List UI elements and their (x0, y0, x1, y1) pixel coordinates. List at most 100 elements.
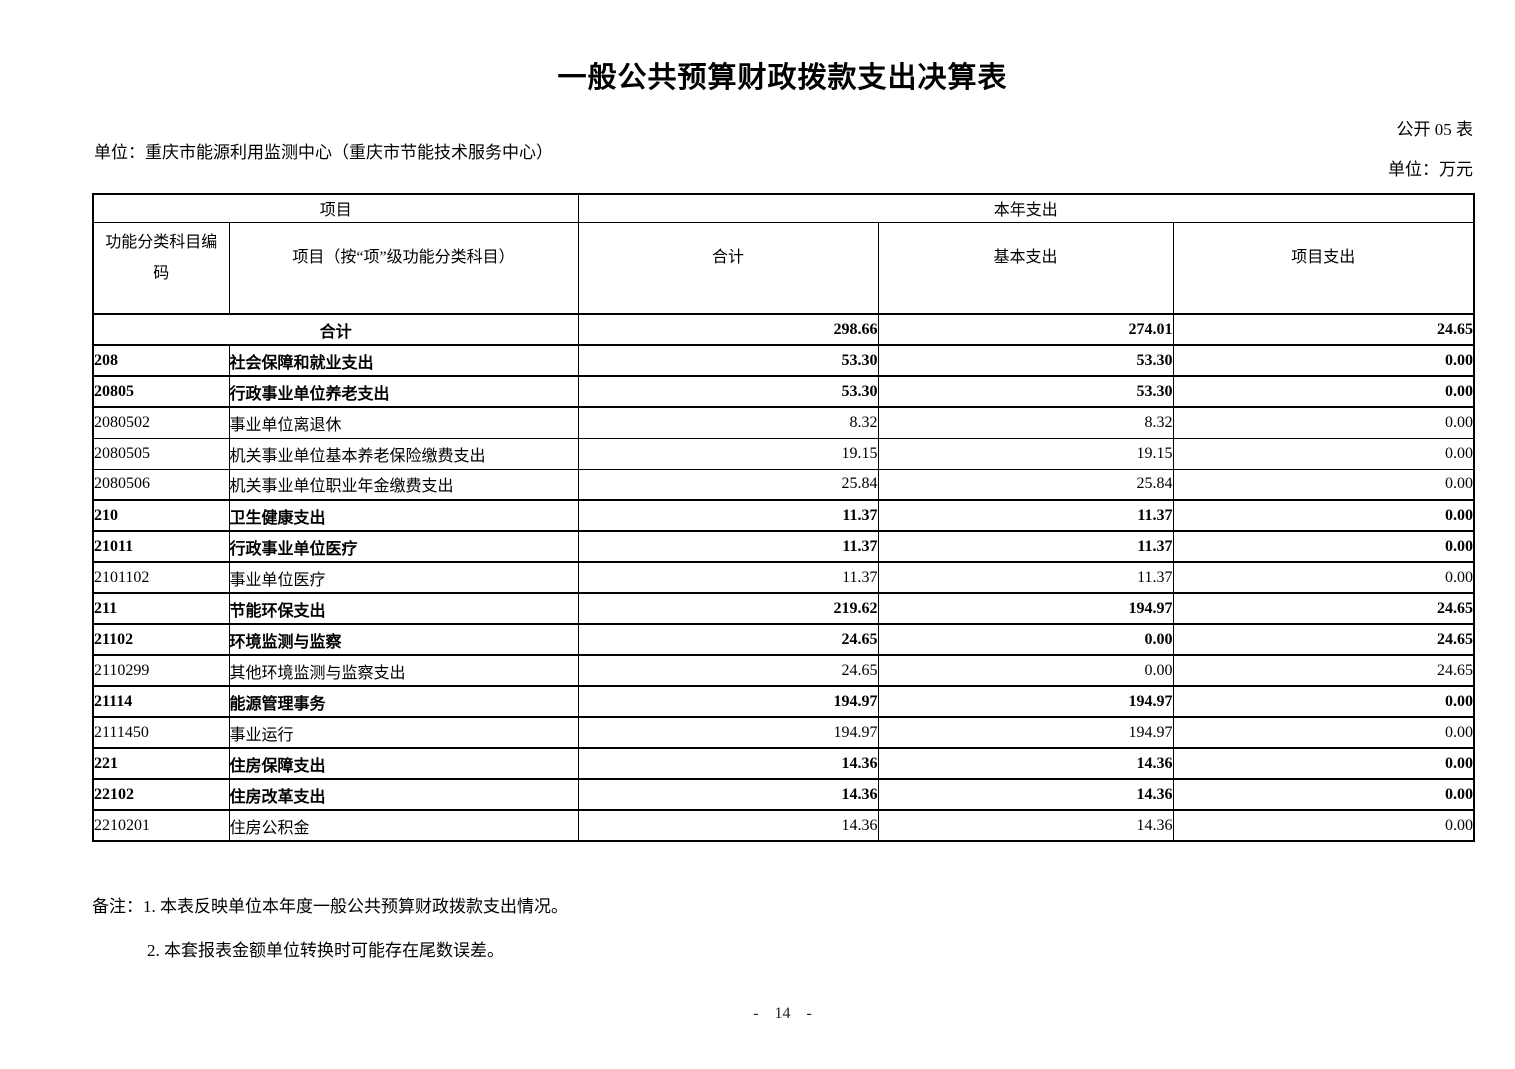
table-row: 210 卫生健康支出 11.37 11.37 0.00 (92, 499, 1475, 532)
row-total: 194.97 (577, 716, 879, 749)
table-row: 合计 298.66 274.01 24.65 (92, 313, 1475, 346)
reporting-unit-label: 单位：重庆市能源利用监测中心（重庆市节能技术服务中心） (94, 143, 553, 162)
row-code: 21102 (92, 623, 230, 656)
row-project: 24.65 (1172, 654, 1475, 687)
row-project: 0.00 (1172, 437, 1475, 470)
note-line-1: 备注：1. 本表反映单位本年度一般公共预算财政拨款支出情况。 (92, 892, 568, 917)
notes-block: 备注：1. 本表反映单位本年度一般公共预算财政拨款支出情况。 2. 本套报表金额… (92, 892, 568, 961)
table-body: 合计 298.66 274.01 24.65 208 社会保障和就业支出 53.30 53.3… (92, 313, 1475, 842)
row-name: 住房公积金 (228, 809, 579, 842)
row-total: 53.30 (577, 344, 879, 377)
table-row: 21011 行政事业单位医疗 11.37 11.37 0.00 (92, 530, 1475, 563)
row-project: 24.65 (1172, 313, 1475, 346)
row-basic: 194.97 (877, 716, 1174, 749)
row-name: 合计 (92, 313, 579, 346)
row-basic: 25.84 (877, 468, 1174, 501)
row-total: 14.36 (577, 747, 879, 780)
row-project: 24.65 (1172, 623, 1475, 656)
row-basic: 8.32 (877, 406, 1174, 439)
row-basic: 194.97 (877, 685, 1174, 718)
header-col-total: 合计 (577, 221, 879, 315)
row-total: 298.66 (577, 313, 879, 346)
row-name: 其他环境监测与监察支出 (228, 654, 579, 687)
row-code: 2210201 (92, 809, 230, 842)
row-code: 21114 (92, 685, 230, 718)
row-code: 20805 (92, 375, 230, 408)
row-total: 19.15 (577, 437, 879, 470)
row-code: 208 (92, 344, 230, 377)
row-code: 221 (92, 747, 230, 780)
page-number: - 14 - (753, 1005, 812, 1022)
row-project: 0.00 (1172, 468, 1475, 501)
table-row: 20805 行政事业单位养老支出 53.30 53.30 0.00 (92, 375, 1475, 408)
row-code: 2080505 (92, 437, 230, 470)
row-name: 住房保障支出 (228, 747, 579, 780)
row-basic: 0.00 (877, 623, 1174, 656)
row-basic: 19.15 (877, 437, 1174, 470)
row-total: 24.65 (577, 623, 879, 656)
row-project: 0.00 (1172, 685, 1475, 718)
row-project: 0.00 (1172, 406, 1475, 439)
row-project: 0.00 (1172, 561, 1475, 594)
row-code: 2110299 (92, 654, 230, 687)
table-row: 2080506 机关事业单位职业年金缴费支出 25.84 25.84 0.00 (92, 468, 1475, 501)
row-total: 219.62 (577, 592, 879, 625)
row-name: 事业单位离退休 (228, 406, 579, 439)
row-project: 0.00 (1172, 344, 1475, 377)
row-total: 11.37 (577, 561, 879, 594)
table-row: 2080505 机关事业单位基本养老保险缴费支出 19.15 19.15 0.00 (92, 437, 1475, 470)
row-basic: 53.30 (877, 344, 1174, 377)
table-row: 2110299 其他环境监测与监察支出 24.65 0.00 24.65 (92, 654, 1475, 687)
row-total: 24.65 (577, 654, 879, 687)
row-name: 社会保障和就业支出 (228, 344, 579, 377)
row-basic: 53.30 (877, 375, 1174, 408)
row-code: 2111450 (92, 716, 230, 749)
table-row: 2210201 住房公积金 14.36 14.36 0.00 (92, 809, 1475, 842)
row-total: 25.84 (577, 468, 879, 501)
row-total: 53.30 (577, 375, 879, 408)
row-name: 能源管理事务 (228, 685, 579, 718)
row-basic: 14.36 (877, 809, 1174, 842)
row-name: 卫生健康支出 (228, 499, 579, 532)
row-basic: 11.37 (877, 499, 1174, 532)
header-col-item: 项目（按“项”级功能分类科目） (228, 221, 579, 315)
row-total: 11.37 (577, 499, 879, 532)
row-code: 210 (92, 499, 230, 532)
header-col-project: 项目支出 (1172, 221, 1475, 315)
row-project: 0.00 (1172, 530, 1475, 563)
table-row: 208 社会保障和就业支出 53.30 53.30 0.00 (92, 344, 1475, 377)
row-basic: 274.01 (877, 313, 1174, 346)
notes-label: 备注： (92, 897, 143, 916)
row-code: 2080506 (92, 468, 230, 501)
table-row: 211 节能环保支出 219.62 194.97 24.65 (92, 592, 1475, 625)
row-name: 行政事业单位医疗 (228, 530, 579, 563)
page-title: 一般公共预算财政拨款支出决算表 (557, 62, 1008, 94)
row-project: 0.00 (1172, 716, 1475, 749)
table-row: 2080502 事业单位离退休 8.32 8.32 0.00 (92, 406, 1475, 439)
sheet-code-label: 公开 05 表 (1396, 120, 1474, 139)
note-text-2: 2. 本套报表金额单位转换时可能存在尾数误差。 (147, 941, 504, 960)
row-name: 机关事业单位职业年金缴费支出 (228, 468, 579, 501)
note-text-1: 1. 本表反映单位本年度一般公共预算财政拨款支出情况。 (143, 897, 568, 916)
row-name: 事业运行 (228, 716, 579, 749)
table-row: 21114 能源管理事务 194.97 194.97 0.00 (92, 685, 1475, 718)
row-code: 211 (92, 592, 230, 625)
row-project: 0.00 (1172, 499, 1475, 532)
row-code: 2101102 (92, 561, 230, 594)
note-line-2: 2. 本套报表金额单位转换时可能存在尾数误差。 (147, 936, 568, 961)
row-total: 11.37 (577, 530, 879, 563)
row-basic: 11.37 (877, 530, 1174, 563)
row-total: 14.36 (577, 809, 879, 842)
table-row: 22102 住房改革支出 14.36 14.36 0.00 (92, 778, 1475, 811)
row-name: 事业单位医疗 (228, 561, 579, 594)
row-name: 住房改革支出 (228, 778, 579, 811)
row-basic: 14.36 (877, 778, 1174, 811)
header-columns-row: 功能分类科目编码 项目（按“项”级功能分类科目） 合计 基本支出 项目支出 (92, 221, 1475, 315)
row-total: 14.36 (577, 778, 879, 811)
row-project: 0.00 (1172, 809, 1475, 842)
row-code: 2080502 (92, 406, 230, 439)
table-row: 2101102 事业单位医疗 11.37 11.37 0.00 (92, 561, 1475, 594)
header-col-basic: 基本支出 (877, 221, 1174, 315)
row-code: 21011 (92, 530, 230, 563)
table-row: 2111450 事业运行 194.97 194.97 0.00 (92, 716, 1475, 749)
